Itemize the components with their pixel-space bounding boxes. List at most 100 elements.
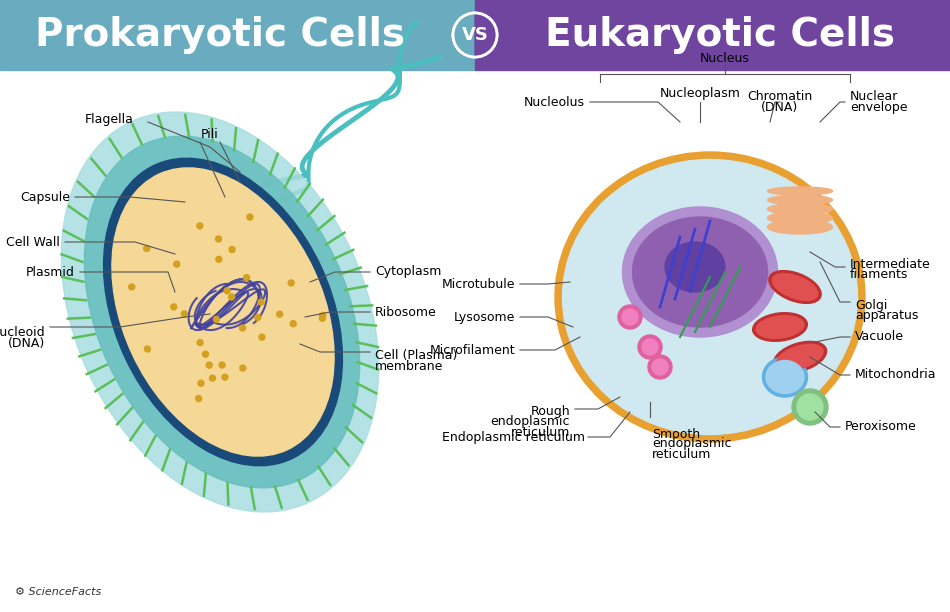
Circle shape xyxy=(797,394,823,420)
Ellipse shape xyxy=(85,136,360,488)
Circle shape xyxy=(216,236,221,242)
Text: Nucleoid: Nucleoid xyxy=(0,326,45,338)
Circle shape xyxy=(320,313,326,318)
Text: (DNA): (DNA) xyxy=(8,337,45,351)
Circle shape xyxy=(209,375,216,381)
Circle shape xyxy=(622,309,638,325)
Wedge shape xyxy=(475,13,497,57)
Circle shape xyxy=(171,304,177,310)
Text: Prokaryotic Cells: Prokaryotic Cells xyxy=(35,16,405,54)
Circle shape xyxy=(259,334,265,340)
Text: Lysosome: Lysosome xyxy=(454,310,515,324)
Ellipse shape xyxy=(769,271,821,304)
Text: Ribosome: Ribosome xyxy=(375,305,437,318)
Circle shape xyxy=(174,261,180,267)
Ellipse shape xyxy=(104,159,342,466)
Text: Pili: Pili xyxy=(201,127,219,141)
Text: Nucleolus: Nucleolus xyxy=(524,95,585,108)
Wedge shape xyxy=(453,13,475,57)
Circle shape xyxy=(255,315,261,321)
Circle shape xyxy=(197,223,203,229)
Ellipse shape xyxy=(768,187,832,195)
Ellipse shape xyxy=(777,345,824,370)
Ellipse shape xyxy=(773,341,826,373)
Circle shape xyxy=(792,389,828,425)
Text: Cell Wall: Cell Wall xyxy=(6,236,60,248)
Text: membrane: membrane xyxy=(375,359,444,373)
Circle shape xyxy=(229,247,235,253)
Ellipse shape xyxy=(622,207,777,337)
Circle shape xyxy=(258,299,264,305)
Text: Vacuole: Vacuole xyxy=(855,330,904,343)
Text: Golgi: Golgi xyxy=(855,299,887,312)
Bar xyxy=(0,70,950,612)
Circle shape xyxy=(198,380,204,386)
Circle shape xyxy=(290,321,296,327)
Circle shape xyxy=(276,311,283,317)
Text: Plasmid: Plasmid xyxy=(27,266,75,278)
Text: Nucleoplasm: Nucleoplasm xyxy=(659,88,740,100)
Text: Rough: Rough xyxy=(530,406,570,419)
Text: Endoplasmic reticulum: Endoplasmic reticulum xyxy=(442,430,585,444)
Text: Smooth: Smooth xyxy=(652,428,700,441)
Text: VS: VS xyxy=(462,26,488,44)
Ellipse shape xyxy=(555,152,865,442)
Bar xyxy=(475,0,950,70)
Text: reticulum: reticulum xyxy=(652,447,712,460)
Circle shape xyxy=(618,305,642,329)
Ellipse shape xyxy=(562,160,858,435)
Text: apparatus: apparatus xyxy=(855,308,919,321)
Text: Intermediate: Intermediate xyxy=(850,258,931,271)
Text: Microfilament: Microfilament xyxy=(429,343,515,357)
Text: envelope: envelope xyxy=(850,100,907,113)
Text: ⚙ ScienceFacts: ⚙ ScienceFacts xyxy=(15,587,102,597)
Circle shape xyxy=(197,340,203,346)
Text: Flagella: Flagella xyxy=(85,113,134,125)
Ellipse shape xyxy=(62,112,379,512)
Circle shape xyxy=(239,325,245,331)
Text: Microtubule: Microtubule xyxy=(442,277,515,291)
Ellipse shape xyxy=(112,168,334,456)
Ellipse shape xyxy=(768,220,832,234)
Bar xyxy=(0,0,475,70)
Circle shape xyxy=(652,359,668,375)
Circle shape xyxy=(288,280,294,286)
Circle shape xyxy=(214,316,219,323)
Circle shape xyxy=(206,362,212,368)
Ellipse shape xyxy=(665,242,725,292)
Ellipse shape xyxy=(768,195,832,205)
Text: Eukaryotic Cells: Eukaryotic Cells xyxy=(545,16,895,54)
Circle shape xyxy=(453,13,497,57)
Circle shape xyxy=(243,275,250,280)
Ellipse shape xyxy=(768,212,832,224)
Ellipse shape xyxy=(763,357,808,397)
Text: endoplasmic: endoplasmic xyxy=(490,416,570,428)
Ellipse shape xyxy=(766,360,804,394)
Circle shape xyxy=(224,288,230,294)
Circle shape xyxy=(144,346,150,352)
Circle shape xyxy=(239,365,246,371)
Circle shape xyxy=(638,335,662,359)
Text: filaments: filaments xyxy=(850,269,908,282)
Circle shape xyxy=(219,362,225,368)
Circle shape xyxy=(229,294,235,300)
Text: Nucleus: Nucleus xyxy=(700,51,750,64)
Text: (DNA): (DNA) xyxy=(761,100,799,113)
Text: Nuclear: Nuclear xyxy=(850,89,899,102)
Circle shape xyxy=(319,315,325,321)
Circle shape xyxy=(143,245,150,252)
Circle shape xyxy=(216,256,222,263)
Ellipse shape xyxy=(768,204,832,214)
Text: Cytoplasm: Cytoplasm xyxy=(375,266,442,278)
Circle shape xyxy=(648,355,672,379)
Text: Capsule: Capsule xyxy=(20,190,70,204)
Text: Peroxisome: Peroxisome xyxy=(845,420,917,433)
Text: Mitochondria: Mitochondria xyxy=(855,368,937,381)
Text: Chromatin: Chromatin xyxy=(748,89,812,102)
Circle shape xyxy=(247,214,253,220)
Ellipse shape xyxy=(633,217,768,327)
Circle shape xyxy=(129,284,135,290)
Text: endoplasmic: endoplasmic xyxy=(652,438,732,450)
Circle shape xyxy=(202,351,208,357)
Circle shape xyxy=(222,374,228,380)
